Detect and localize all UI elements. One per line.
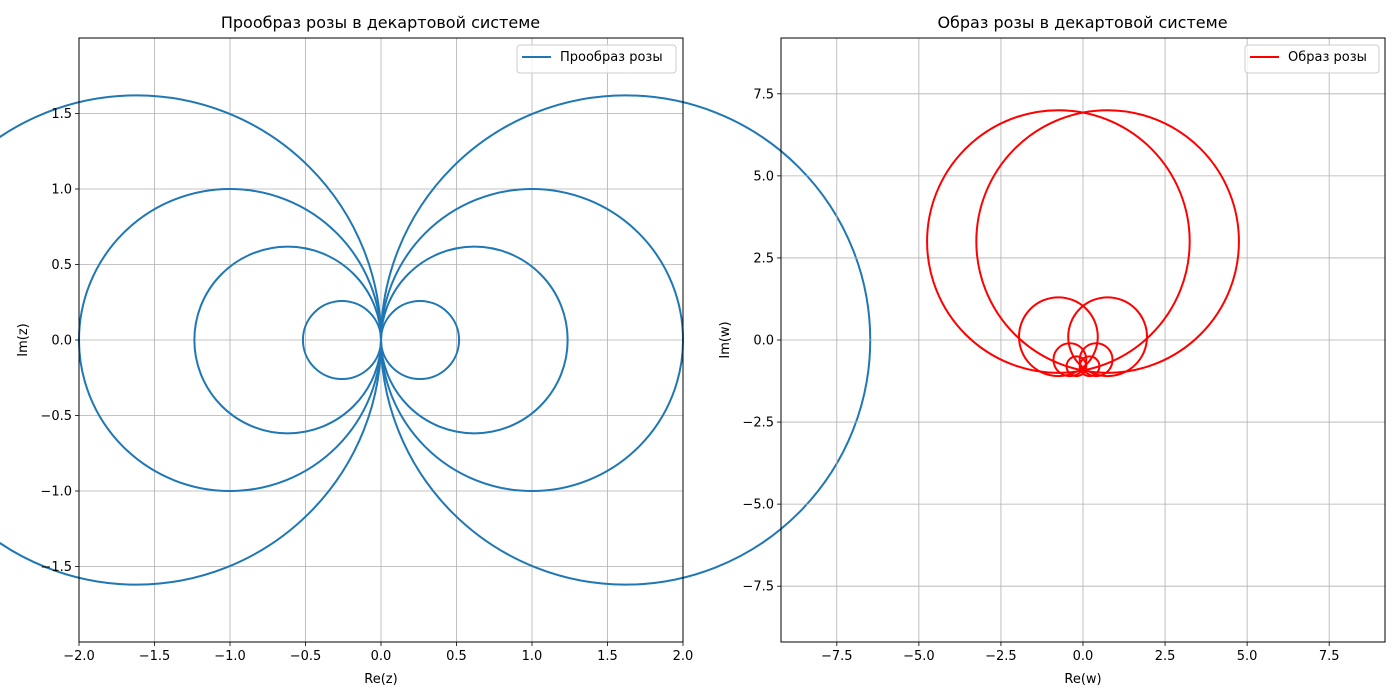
right-ylabel: Im(w) (718, 321, 733, 358)
curve-loop (1078, 342, 1114, 378)
x-tick-label: 0.0 (371, 649, 392, 664)
curve-loop (1065, 355, 1088, 378)
y-tick-label: −5.0 (742, 498, 774, 513)
y-tick-label: −1.5 (40, 560, 72, 575)
y-tick-label: −1.0 (40, 485, 72, 500)
x-tick-label: 5.0 (1237, 649, 1258, 664)
right-plot-title: Образ розы в декартовой системе (937, 13, 1227, 32)
y-tick-label: 1.0 (51, 183, 72, 198)
curve-loop (1078, 355, 1101, 378)
right-xlabel: Re(w) (1064, 672, 1101, 687)
curve-loop (975, 109, 1240, 374)
y-tick-label: 2.5 (753, 251, 774, 266)
left-xlabel: Re(z) (364, 672, 397, 687)
x-tick-label: 0.0 (1073, 649, 1094, 664)
curve-loop (1067, 296, 1149, 378)
x-tick-label: −7.5 (821, 649, 853, 664)
y-tick-label: −2.5 (742, 416, 774, 431)
y-tick-label: 5.0 (753, 169, 774, 184)
x-tick-label: −1.0 (214, 649, 246, 664)
x-tick-label: −5.0 (903, 649, 935, 664)
right-grid (781, 38, 1385, 642)
left-ticks: −2.0 −1.5 −1.0 −0.5 0.0 0.5 1.0 1.5 2.0 −1.5 −1.0 −… (40, 107, 693, 664)
left-legend-box (516, 44, 677, 74)
right-plot: Образ розы в декартовой системе −7.5 −5.0… (718, 13, 1386, 687)
x-tick-label: 7.5 (1319, 649, 1340, 664)
right-legend-label: Образ розы (1288, 50, 1367, 65)
left-plot: Прообраз розы в декартовой системе −2.0−… (0, 13, 872, 687)
curve-loop (1052, 342, 1088, 378)
y-tick-label: 0.5 (51, 258, 72, 273)
x-tick-label: 1.0 (522, 649, 543, 664)
right-legend-box (1244, 44, 1380, 74)
left-legend: Прообраз розы (516, 44, 677, 74)
curve-loop (1017, 296, 1099, 378)
left-plot-title: Прообраз розы в декартовой системе (221, 13, 540, 32)
right-ticks: −7.5 −5.0 −2.5 0.0 2.5 5.0 7.5 7.5 5.0 2.5 0.0 −2.5… (742, 87, 1339, 664)
y-tick-label: 7.5 (753, 87, 774, 102)
right-legend: Образ розы (1244, 44, 1380, 74)
y-tick-label: −7.5 (742, 580, 774, 595)
x-tick-label: −0.5 (290, 649, 322, 664)
y-tick-label: −0.5 (40, 409, 72, 424)
y-tick-label: 1.5 (51, 107, 72, 122)
left-legend-label: Прообраз розы (560, 50, 663, 65)
x-tick-label: −1.5 (139, 649, 171, 664)
x-tick-label: 0.5 (446, 649, 467, 664)
x-tick-label: 2.0 (673, 649, 694, 664)
x-tick-label: 2.5 (1155, 649, 1176, 664)
y-tick-label: 0.0 (51, 334, 72, 349)
y-tick-label: 0.0 (753, 334, 774, 349)
x-tick-label: 1.5 (597, 649, 618, 664)
left-ylabel: Im(z) (16, 323, 31, 356)
x-tick-label: −2.0 (63, 649, 95, 664)
curve-loop (926, 109, 1191, 374)
x-tick-label: −2.5 (985, 649, 1017, 664)
right-curves (926, 109, 1240, 378)
